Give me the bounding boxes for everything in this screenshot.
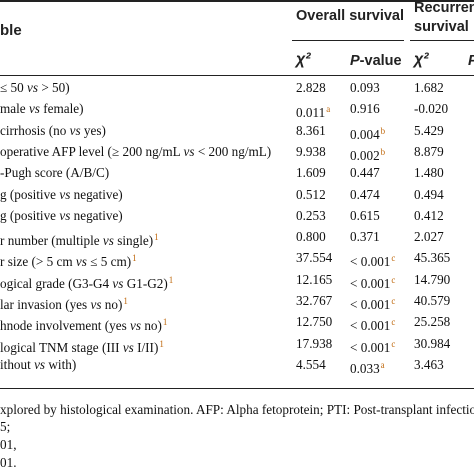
recurrence-header-line1: Recurren <box>414 0 474 16</box>
variable-cell: g (positive vs negative) <box>0 207 123 223</box>
footnote-marker: c <box>391 274 396 285</box>
p-value-os-cell: < 0.001c <box>350 253 396 270</box>
chi-square-rec-cell: 5.429 <box>414 122 444 138</box>
chi-square-rec-cell: 1.682 <box>414 80 444 95</box>
chi-square-os-cell: 2.828 <box>296 80 326 95</box>
recurrence-underline <box>410 40 474 41</box>
value-suffix: -value <box>359 53 402 69</box>
chi-square-os-cell: 0.800 <box>296 229 326 245</box>
chi-square-os-cell: 17.938 <box>296 335 333 351</box>
footnote-marker: 1 <box>132 253 137 264</box>
variable-cell: g (positive vs negative) <box>0 186 123 202</box>
variable-cell: ogical grade (G3-G4 vs G1-G2)1 <box>0 274 174 291</box>
chi-square-os-cell: 37.554 <box>296 250 333 266</box>
footnote-marker: 1 <box>168 274 174 285</box>
chi-square-os-cell: 8.361 <box>296 122 326 138</box>
p-value-os-cell: < 0.001c <box>350 338 396 355</box>
chi-square-rec-cell: -0.020 <box>414 101 449 117</box>
chi-square-os-cell: 12.165 <box>296 271 333 287</box>
variable-cell: -Pugh score (A/B/C) <box>0 165 110 181</box>
chi-square-os-cell: 9.938 <box>296 143 326 159</box>
footnote-b: 01, <box>0 437 17 452</box>
footnote-abbreviations: xplored by histological examination. AFP… <box>0 402 474 417</box>
variable-cell: logical TNM stage (III vs I/II)1 <box>0 338 164 355</box>
p-value-os-cell: 0.033a <box>350 359 385 376</box>
p-value-os-cell: 0.002b <box>350 146 386 163</box>
footnote-marker: a <box>326 104 331 115</box>
variable-cell: lar invasion (yes vs no)1 <box>0 296 128 312</box>
top-rule <box>0 0 474 2</box>
footnote-marker: 1 <box>159 338 164 349</box>
variable-cell: male vs female) <box>0 101 84 117</box>
chi-square-os-cell: 0.253 <box>296 207 326 223</box>
chi-square-rec-cell: 0.494 <box>414 186 444 202</box>
chi-square-rec-header: χ² <box>414 51 429 68</box>
p-value-os-cell: 0.371 <box>350 229 380 245</box>
chi-square-os-cell: 0.512 <box>296 186 326 202</box>
chi-square-rec-cell: 0.412 <box>414 207 444 223</box>
variable-column-header: ble <box>0 22 22 39</box>
footnote-c: 01. <box>0 455 17 470</box>
p-value-os-cell: 0.474 <box>350 186 380 202</box>
table-bottom-rule <box>0 388 474 389</box>
variable-cell: r size (> 5 cm vs ≤ 5 cm)1 <box>0 253 137 270</box>
p-value-os-cell: < 0.001c <box>350 296 396 312</box>
footnote-marker: c <box>391 317 396 328</box>
chi-square-rec-cell: 3.463 <box>414 356 444 372</box>
footnote-marker: 1 <box>123 296 128 306</box>
variable-cell: cirrhosis (no vs yes) <box>0 122 106 138</box>
p-letter: P <box>350 53 360 69</box>
chi-square-rec-cell: 2.027 <box>414 229 444 245</box>
chi-square-rec-cell: 14.790 <box>414 271 451 287</box>
footnote-marker: b <box>380 146 386 157</box>
p-value-os-cell: 0.615 <box>350 207 380 223</box>
chi-square-os-cell: 1.609 <box>296 165 326 181</box>
chi-square-rec-cell: 45.365 <box>414 250 451 266</box>
footnote-marker: b <box>380 125 386 136</box>
chi-square-os-cell: 12.750 <box>296 314 333 330</box>
footnote-a: 5; <box>0 419 11 434</box>
variable-cell: ithout vs with) <box>0 356 77 372</box>
footnote-marker: a <box>380 359 385 370</box>
overall-survival-underline <box>292 40 404 41</box>
overall-survival-header: Overall survival <box>296 8 405 24</box>
p-value-os-cell: < 0.001c <box>350 274 396 291</box>
variable-cell: ≤ 50 vs > 50) <box>0 80 70 95</box>
chi-square-os-cell: 0.011a <box>296 104 331 121</box>
chi-square-rec-cell: 8.879 <box>414 143 444 159</box>
chi-square-os-header: χ² <box>296 51 311 68</box>
chi-square-rec-cell: 1.480 <box>414 165 444 181</box>
p-value-os-cell: 0.916 <box>350 101 380 117</box>
chi-square-rec-cell: 30.984 <box>414 335 451 351</box>
p-value-os-header: P-value <box>350 53 402 69</box>
footnote-marker: 1 <box>162 317 168 328</box>
chi-square-rec-cell: 40.579 <box>414 293 451 308</box>
p-value-os-cell: 0.093 <box>350 80 380 95</box>
recurrence-header-line2: survival <box>414 19 469 35</box>
header-bottom-rule <box>0 75 474 76</box>
p-value-rec-header: P <box>468 53 474 69</box>
p-value-os-cell: 0.447 <box>350 165 380 181</box>
chi-square-os-cell: 32.767 <box>296 293 333 308</box>
chi-square-os-cell: 4.554 <box>296 356 326 372</box>
footnote-marker: c <box>391 253 396 264</box>
footnote-marker: 1 <box>154 232 159 243</box>
footnote-marker: c <box>391 296 396 306</box>
variable-cell: operative AFP level (≥ 200 ng/mL vs < 20… <box>0 143 272 159</box>
p-value-os-cell: < 0.001c <box>350 317 396 334</box>
footnote-marker: c <box>391 338 396 349</box>
variable-cell: hnode involvement (yes vs no)1 <box>0 317 168 334</box>
variable-cell: r number (multiple vs single)1 <box>0 232 159 249</box>
chi-square-rec-cell: 25.258 <box>414 314 451 330</box>
p-value-os-cell: 0.004b <box>350 125 386 142</box>
